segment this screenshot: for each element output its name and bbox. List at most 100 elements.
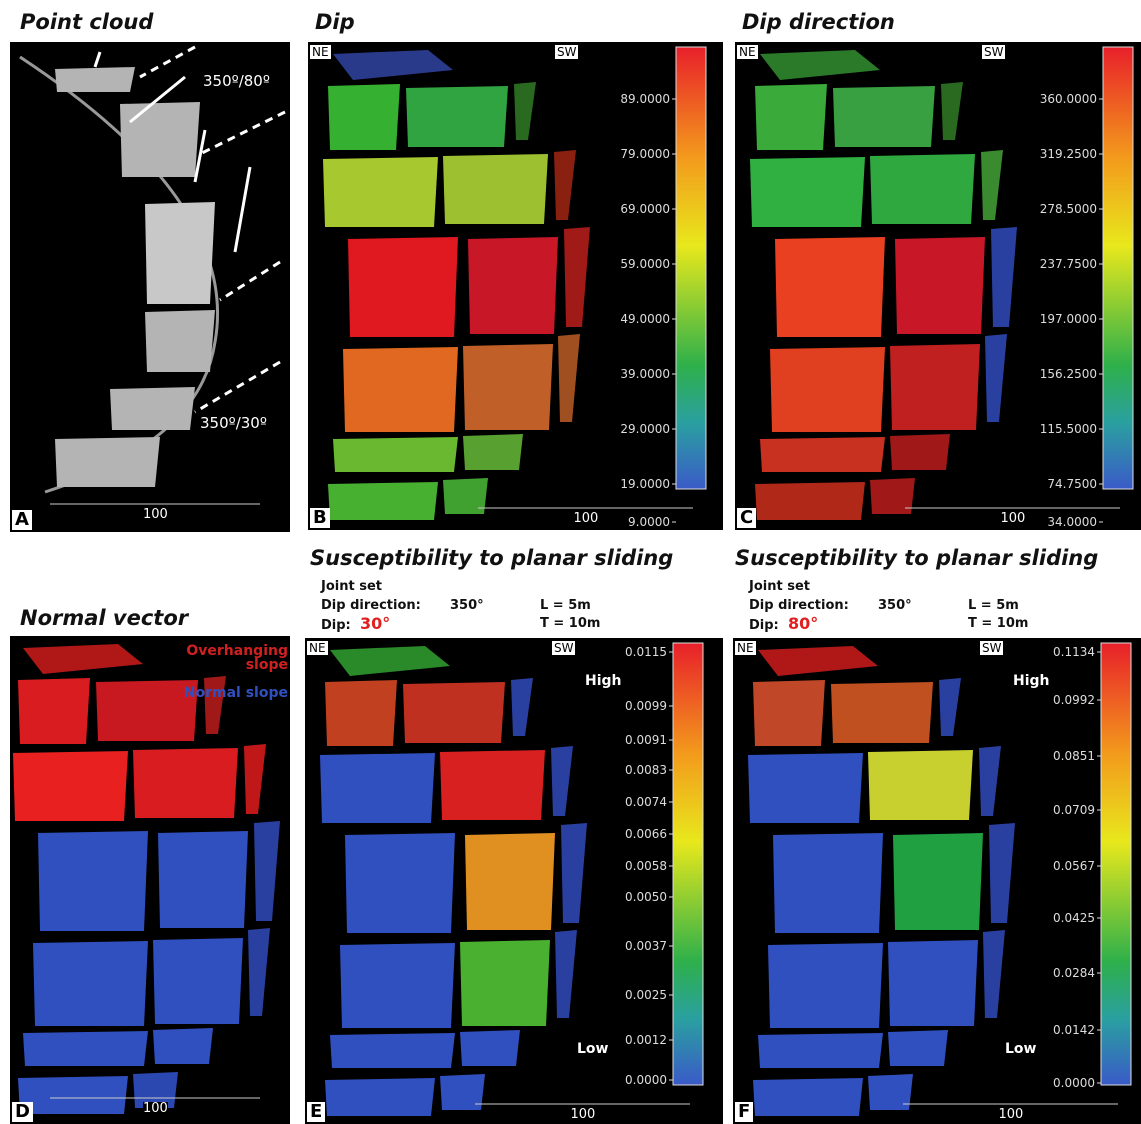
colorbar-tick-label: 39.0000 bbox=[590, 368, 670, 380]
scale-low: Low bbox=[1005, 1042, 1036, 1056]
length-value: L = 5m bbox=[968, 599, 1019, 612]
dip-label: Dip: bbox=[749, 619, 779, 632]
panel-letter: B bbox=[310, 508, 330, 528]
rock-block bbox=[870, 478, 915, 514]
annotation: 350º/80º bbox=[203, 74, 270, 89]
colorbar-tick-label: 0.0091 bbox=[587, 734, 667, 746]
rock-block bbox=[328, 482, 438, 520]
rock-block bbox=[463, 344, 553, 430]
rock-block bbox=[773, 833, 883, 933]
dip-value: 80° bbox=[788, 616, 818, 632]
panel-letter: F bbox=[735, 1102, 753, 1122]
rock-block bbox=[443, 154, 548, 224]
rock-block bbox=[755, 84, 827, 150]
rock-block bbox=[403, 682, 505, 743]
colorbar-tick-label: 9.0000 bbox=[590, 516, 670, 528]
thickness-value: T = 10m bbox=[540, 617, 600, 630]
scale-label: 100 bbox=[143, 508, 168, 521]
joint-set-heading: Joint set bbox=[749, 580, 810, 593]
colorbar-tick-label: 0.0709 bbox=[1015, 804, 1095, 816]
scale-high: High bbox=[585, 674, 622, 688]
panel-title: Dip direction bbox=[742, 12, 895, 33]
rock-block bbox=[18, 678, 90, 744]
rock-block bbox=[153, 938, 243, 1024]
corner-label: NE bbox=[307, 641, 328, 655]
colorbar-tick-label: 49.0000 bbox=[590, 313, 670, 325]
colorbar-tick-label: 0.0099 bbox=[587, 700, 667, 712]
joint-set-heading: Joint set bbox=[321, 580, 382, 593]
colorbar-tick-label: 59.0000 bbox=[590, 258, 670, 270]
colorbar-tick-label: 0.0083 bbox=[587, 764, 667, 776]
scale-label: 100 bbox=[143, 1102, 168, 1115]
rock-block bbox=[833, 86, 935, 147]
rock-block bbox=[755, 482, 865, 520]
rock-block bbox=[330, 1033, 455, 1068]
rock-block bbox=[406, 86, 508, 147]
rock-block bbox=[133, 748, 238, 818]
panel-letter: E bbox=[307, 1102, 325, 1122]
rock-block bbox=[348, 237, 458, 337]
rock-block bbox=[440, 750, 545, 820]
rock-block bbox=[38, 831, 148, 931]
rock-block bbox=[145, 202, 215, 304]
rock-block bbox=[760, 437, 885, 472]
colorbar-tick-label: 0.0037 bbox=[587, 940, 667, 952]
legend-normal: Normal slope bbox=[178, 686, 288, 700]
corner-label: SW bbox=[555, 45, 578, 59]
scale-label: 100 bbox=[999, 1108, 1024, 1121]
colorbar bbox=[1103, 47, 1133, 489]
rock-block bbox=[325, 1078, 435, 1116]
panel-title: Susceptibility to planar sliding bbox=[310, 548, 673, 569]
dip-direction-value: 350° bbox=[450, 599, 484, 612]
corner-label: NE bbox=[735, 641, 756, 655]
panel-letter: D bbox=[12, 1102, 33, 1122]
rock-block bbox=[158, 831, 248, 928]
rock-block bbox=[465, 833, 555, 930]
scale-low: Low bbox=[577, 1042, 608, 1056]
rock-block bbox=[153, 1028, 213, 1064]
colorbar-tick-label: 0.0284 bbox=[1015, 967, 1095, 979]
colorbar-tick-label: 0.0115 bbox=[587, 646, 667, 658]
dip-label: Dip: bbox=[321, 619, 351, 632]
colorbar-tick-label: 0.0425 bbox=[1015, 912, 1095, 924]
colorbar-tick-label: 0.0066 bbox=[587, 828, 667, 840]
rock-block bbox=[23, 1031, 148, 1066]
panel-title: Dip bbox=[315, 12, 355, 33]
thickness-value: T = 10m bbox=[968, 617, 1028, 630]
rock-block bbox=[440, 1074, 485, 1110]
rock-block bbox=[831, 682, 933, 743]
figure: Point cloud350º/80º350º/30º100ADip100BNE… bbox=[0, 0, 1141, 1124]
rock-block bbox=[120, 102, 200, 177]
rock-block bbox=[55, 437, 160, 487]
rock-block bbox=[463, 434, 523, 470]
rock-block bbox=[890, 434, 950, 470]
colorbar-tick-label: 319.2500 bbox=[1017, 148, 1097, 160]
rock-block bbox=[868, 750, 973, 820]
colorbar-tick-label: 0.0000 bbox=[1015, 1077, 1095, 1089]
colorbar-tick-label: 74.7500 bbox=[1017, 478, 1097, 490]
rock-block bbox=[768, 943, 883, 1028]
rock-block bbox=[460, 1030, 520, 1066]
colorbar-tick-label: 156.2500 bbox=[1017, 368, 1097, 380]
colorbar-tick-label: 79.0000 bbox=[590, 148, 670, 160]
rock-block bbox=[443, 478, 488, 514]
colorbar-tick-label: 0.0992 bbox=[1015, 694, 1095, 706]
colorbar-tick-label: 0.0025 bbox=[587, 989, 667, 1001]
colorbar-tick-label: 0.0074 bbox=[587, 796, 667, 808]
colorbar-tick-label: 34.0000 bbox=[1017, 516, 1097, 528]
rock-block bbox=[890, 344, 980, 430]
colorbar bbox=[1101, 643, 1131, 1085]
colorbar-tick-label: 0.0142 bbox=[1015, 1024, 1095, 1036]
rock-block bbox=[758, 1033, 883, 1068]
rock-block bbox=[868, 1074, 913, 1110]
colorbar-tick-label: 237.7500 bbox=[1017, 258, 1097, 270]
rock-block bbox=[18, 1076, 128, 1114]
panel-title: Normal vector bbox=[20, 608, 188, 629]
rock-block bbox=[460, 940, 550, 1026]
corner-label: SW bbox=[552, 641, 575, 655]
rock-block bbox=[895, 237, 985, 334]
scale-label: 100 bbox=[571, 1108, 596, 1121]
dip-direction-label: Dip direction: bbox=[321, 599, 421, 612]
rock-block bbox=[770, 347, 885, 432]
colorbar-tick-label: 0.0000 bbox=[587, 1074, 667, 1086]
